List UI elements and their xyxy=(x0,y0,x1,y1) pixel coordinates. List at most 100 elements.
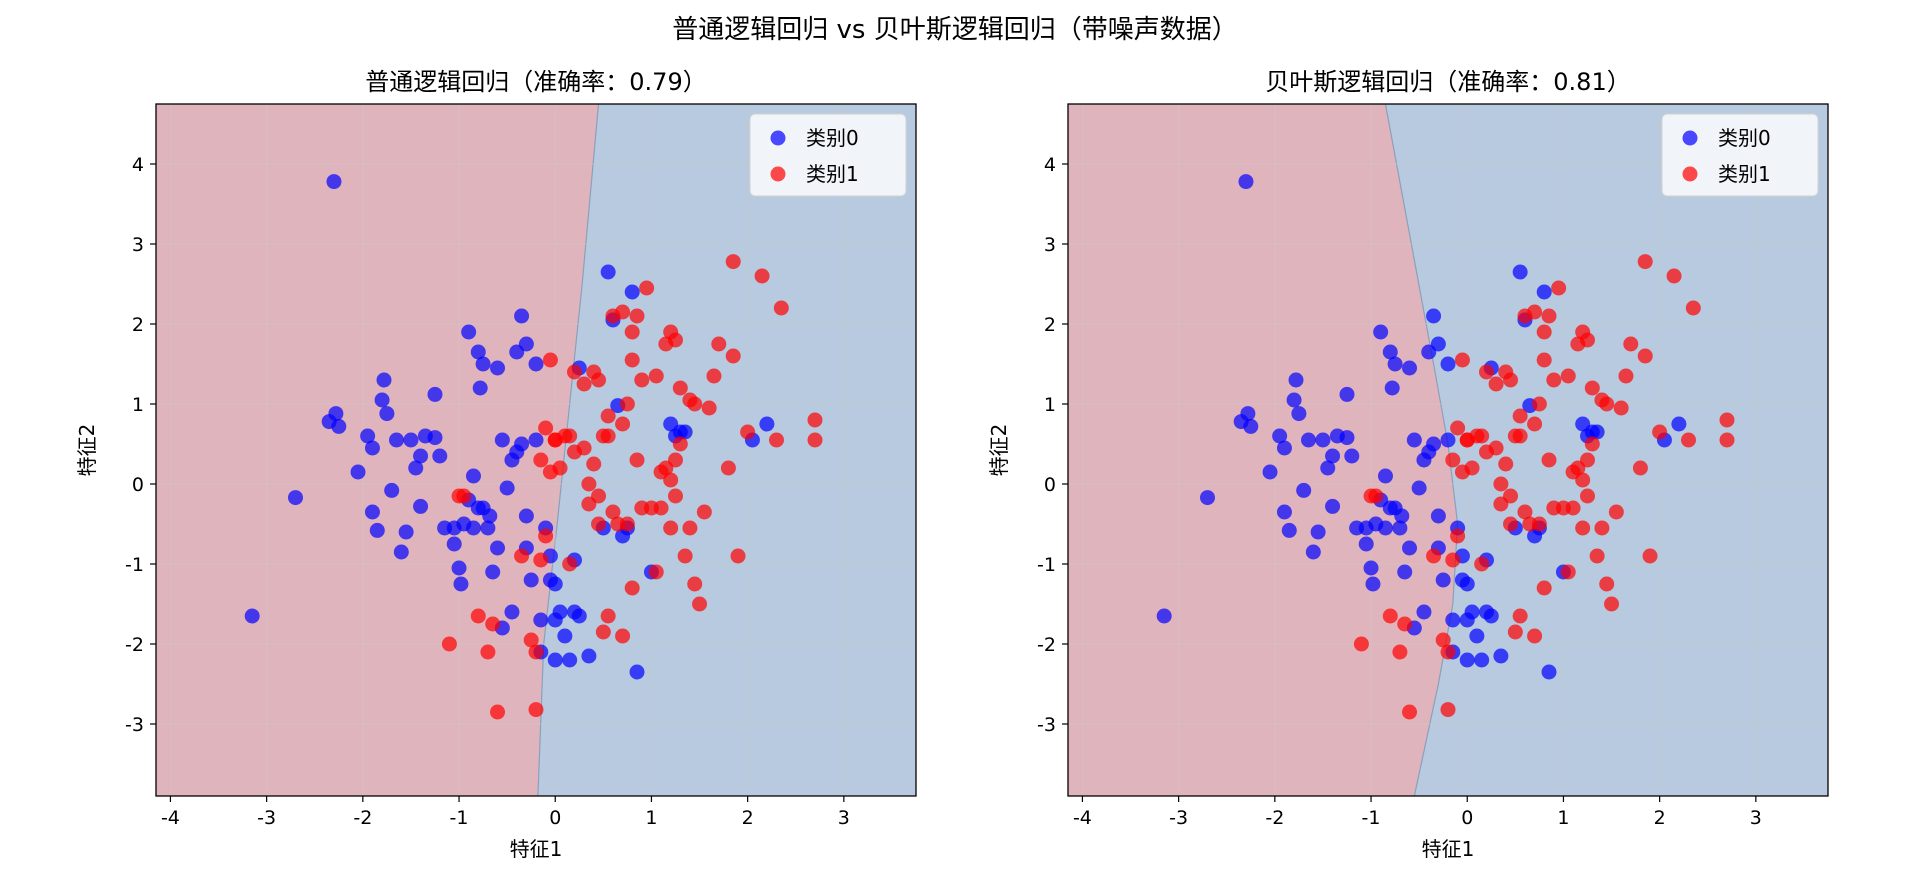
data-point xyxy=(1541,308,1557,324)
data-point xyxy=(1430,336,1446,352)
data-point xyxy=(754,268,770,284)
data-point xyxy=(1305,544,1321,560)
data-point xyxy=(528,644,544,660)
data-point xyxy=(1373,324,1389,340)
data-point xyxy=(773,300,789,316)
data-point xyxy=(720,460,736,476)
data-point xyxy=(1288,372,1304,388)
series-1 xyxy=(1353,254,1735,720)
data-point xyxy=(1411,480,1427,496)
data-point xyxy=(1426,548,1442,564)
data-point xyxy=(1536,284,1552,300)
data-point xyxy=(1291,406,1307,422)
x-tick-label: -2 xyxy=(353,807,372,829)
plot-area xyxy=(156,104,916,796)
data-point xyxy=(1450,528,1466,544)
data-point xyxy=(1464,460,1480,476)
chart-title: 贝叶斯逻辑回归（准确率：0.81） xyxy=(1265,68,1630,96)
data-point xyxy=(1652,424,1668,440)
data-point xyxy=(1551,280,1567,296)
data-point xyxy=(600,428,616,444)
y-tick-label: 2 xyxy=(132,314,144,336)
chart-panel-0: -4 -3 -2 -1 0 1 2 3 -3 -2 -1 0 1 2 3 4 普通逻辑回归（准确率：0.79） 特… xyxy=(75,68,917,861)
data-point xyxy=(480,644,496,660)
x-tick-label: 2 xyxy=(1654,807,1666,829)
x-tick-label: -3 xyxy=(1169,807,1188,829)
data-point xyxy=(499,480,515,496)
data-point xyxy=(557,628,573,644)
y-tick-label: 1 xyxy=(1044,394,1056,416)
axes-frame xyxy=(155,103,917,797)
data-point xyxy=(547,652,563,668)
data-point xyxy=(562,556,578,572)
data-point xyxy=(619,396,635,412)
y-tick-label: 4 xyxy=(132,154,144,176)
data-point xyxy=(1503,372,1519,388)
data-point xyxy=(427,386,443,402)
x-tick-label: -2 xyxy=(1265,807,1284,829)
data-point xyxy=(624,284,640,300)
data-point xyxy=(562,428,578,444)
data-point xyxy=(1363,560,1379,576)
data-point xyxy=(1296,482,1312,498)
data-point xyxy=(1445,612,1461,628)
legend-label: 类别0 xyxy=(1718,126,1771,150)
x-tick-label: -1 xyxy=(450,807,469,829)
data-point xyxy=(475,356,491,372)
data-point xyxy=(701,400,717,416)
data-point xyxy=(562,652,578,668)
data-point xyxy=(1536,352,1552,368)
y-axis-label: 特征2 xyxy=(75,424,99,477)
data-point xyxy=(1512,264,1528,280)
data-point xyxy=(672,380,688,396)
data-point xyxy=(1445,552,1461,568)
data-point xyxy=(523,572,539,588)
data-point xyxy=(1377,468,1393,484)
data-point xyxy=(807,432,823,448)
data-point xyxy=(1377,520,1393,536)
data-point xyxy=(427,430,443,446)
data-point xyxy=(1541,452,1557,468)
x-tick-label: 3 xyxy=(838,807,850,829)
legend-marker xyxy=(770,166,786,182)
data-point xyxy=(566,364,582,380)
legend-marker xyxy=(1682,130,1698,146)
data-point xyxy=(328,406,344,422)
data-point xyxy=(1286,392,1302,408)
data-point xyxy=(1719,412,1735,428)
data-point xyxy=(615,628,631,644)
data-point xyxy=(1387,356,1403,372)
y-tick-label: 0 xyxy=(132,474,144,496)
data-point xyxy=(1469,628,1485,644)
data-point xyxy=(1637,348,1653,364)
data-point xyxy=(1642,548,1658,564)
data-point xyxy=(453,576,469,592)
data-point xyxy=(1565,464,1581,480)
data-point xyxy=(619,516,635,532)
legend: 类别0 类别1 xyxy=(1661,113,1819,197)
data-point xyxy=(398,524,414,540)
data-point xyxy=(1589,424,1605,440)
data-point xyxy=(1368,488,1384,504)
data-point xyxy=(677,548,693,564)
y-tick-label: -3 xyxy=(1037,714,1056,736)
plot-area xyxy=(1068,104,1828,796)
data-point xyxy=(413,448,429,464)
data-point xyxy=(547,432,563,448)
data-point xyxy=(624,324,640,340)
data-point xyxy=(639,280,655,296)
data-point xyxy=(1512,428,1528,444)
data-point xyxy=(1512,408,1528,424)
y-tick-label: -2 xyxy=(125,634,144,656)
data-point xyxy=(514,548,530,564)
data-point xyxy=(533,552,549,568)
y-tick-label: 2 xyxy=(1044,314,1056,336)
data-point xyxy=(1365,576,1381,592)
data-point xyxy=(740,424,756,440)
data-point xyxy=(490,360,506,376)
legend-label: 类别1 xyxy=(806,162,859,186)
data-point xyxy=(1584,436,1600,452)
data-point xyxy=(1392,520,1408,536)
data-point xyxy=(432,448,448,464)
data-point xyxy=(413,498,429,514)
